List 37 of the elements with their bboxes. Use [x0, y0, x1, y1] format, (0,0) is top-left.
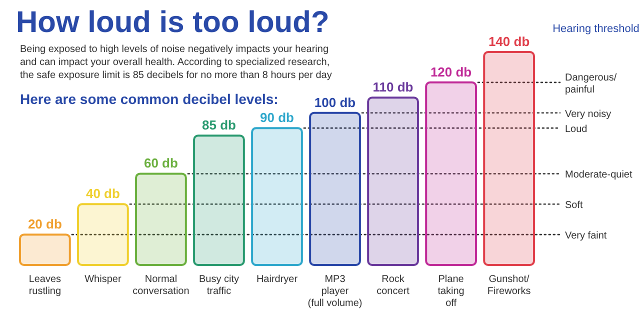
x-tick-label: Normal conversation: [132, 274, 190, 297]
bar: [77, 203, 129, 266]
data-label: 90 db: [260, 110, 294, 126]
data-label: 100 db: [314, 94, 356, 110]
ref-line-label: Very noisy: [565, 108, 612, 120]
bar: [309, 112, 361, 266]
bar: [135, 172, 187, 266]
bar: [367, 96, 419, 266]
data-label: 120 db: [430, 64, 472, 80]
text: Being exposed to high levels of noise negatively impacts your hearing and can impact your overall health. According to specialized research, the safe exposure limit is 85 decibels for no more than 8 hours per day: [20, 44, 332, 81]
bar: [425, 81, 477, 266]
x-tick-label: MP3 player (full volume): [308, 274, 362, 309]
ref-line-label: Moderate-quiet: [565, 170, 632, 181]
x-tick-label: Hairdryer: [256, 274, 298, 285]
data-label: 110 db: [372, 80, 414, 95]
annotation: Here are some common decibel levels:: [20, 91, 278, 107]
x-tick-label: Busy city traffic: [198, 274, 239, 297]
x-tick-label: Whisper: [84, 274, 122, 285]
data-label: 140 db: [488, 34, 530, 49]
x-tick-label: Gunshot/ Fireworks: [487, 274, 531, 297]
ref-line-label: Soft: [565, 200, 584, 212]
x-tick-label: Rock concert: [376, 274, 410, 297]
bar: [193, 134, 245, 266]
bar: [19, 234, 71, 266]
data-label: 20 db: [28, 216, 62, 232]
data-label: 40 db: [86, 186, 120, 202]
x-tick-label: Plane taking off: [438, 274, 464, 309]
data-label: 60 db: [144, 156, 178, 171]
bar: [251, 127, 303, 266]
chart-title: How loud is too loud?: [16, 6, 330, 39]
ref-line-label: Loud: [565, 124, 588, 136]
x-tick-label: Leaves rustling: [28, 274, 62, 297]
ref-line-label: Dangerous/ painful: [565, 72, 617, 96]
legend-title: Hearing threshold: [552, 23, 640, 35]
bar: [483, 51, 535, 266]
ref-line-label: Very faint: [565, 230, 607, 242]
data-label: 85 db: [202, 118, 236, 133]
